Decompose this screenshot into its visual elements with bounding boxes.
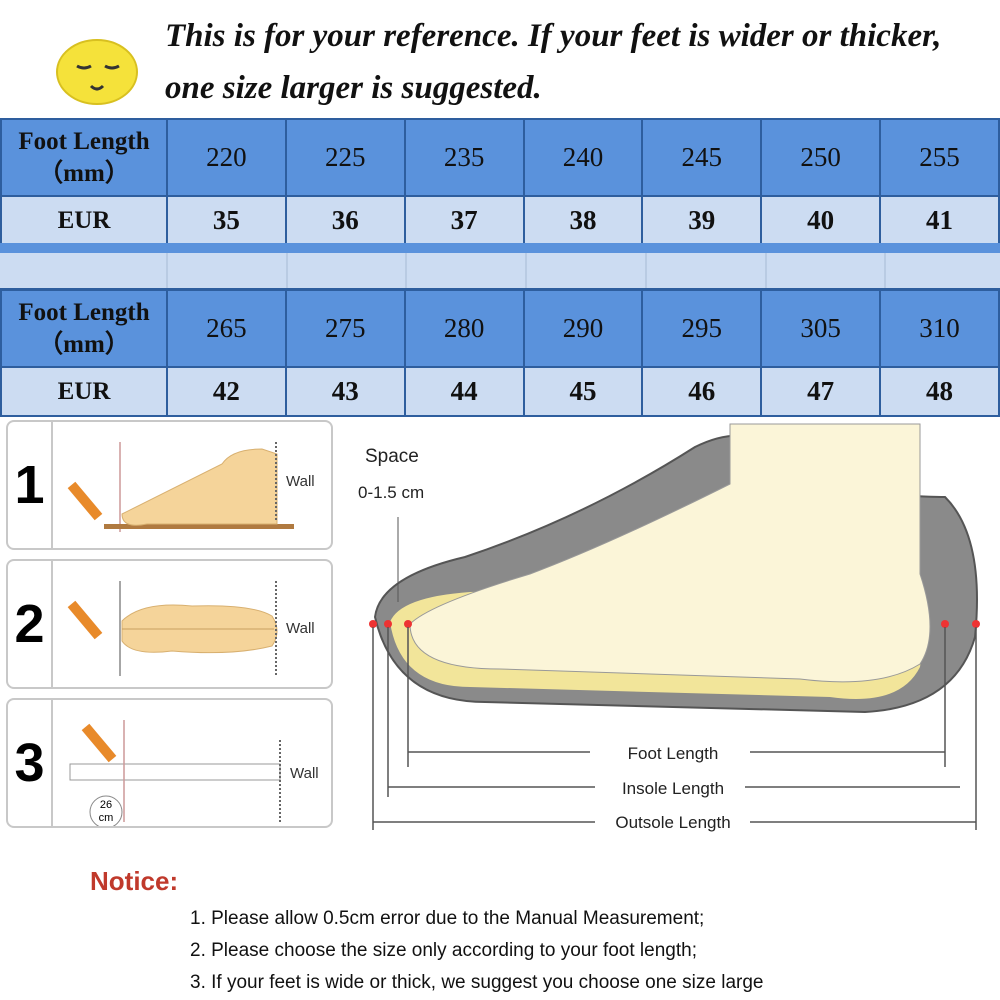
space-value: 0-1.5 cm [358,483,424,502]
length-cell: 290 [522,289,644,368]
eur-cell: 46 [641,366,763,417]
eur-cell: 36 [284,195,406,246]
notice-title: Notice: [90,866,179,896]
eur-cell: 48 [879,366,1000,417]
eur-cell: 44 [403,366,525,417]
shoe-measurement-diagram: Space 0-1.5 cm Foot Length Insole Length… [358,423,980,832]
length-cell: 240 [522,118,644,197]
eur-cell: 47 [760,366,882,417]
length-cell: 305 [760,289,882,368]
eur-cell: 45 [522,366,644,417]
foot-length-row: Foot Length （mm） 265 275 280 290 295 305 … [0,289,1000,368]
step-2-panel: 2 Wall [6,559,333,689]
eur-cell: 37 [403,195,525,246]
size-table-top: Foot Length （mm） 220 225 235 240 245 250 … [0,118,1000,246]
row-label: Foot Length （mm） [0,118,168,197]
step-3-panel: 3 26 cm Wall [6,698,333,828]
reference-note: This is for your reference. If your feet… [165,18,942,106]
eur-cell: 40 [760,195,882,246]
foot-length-label: Foot Length [628,744,719,763]
foot-top-measure-icon: Wall [67,581,315,676]
length-cell: 295 [641,289,763,368]
size-table-bottom: Foot Length （mm） 265 275 280 290 295 305 … [0,289,1000,417]
eur-cell: 39 [641,195,763,246]
eur-cell: 41 [879,195,1000,246]
row-label: EUR [0,366,168,417]
foot-length-row: Foot Length （mm） 220 225 235 240 245 250 … [0,118,1000,197]
eur-cell: 42 [166,366,287,417]
notice-item: 2. Please choose the size only according… [190,940,697,961]
length-cell: 250 [760,118,882,197]
space-label: Space [365,446,419,467]
step-number: 2 [8,561,53,687]
length-cell: 235 [403,118,525,197]
length-cell: 310 [879,289,1000,368]
eur-row: EUR 35 36 37 38 39 40 41 [0,195,1000,246]
eur-row: EUR 42 43 44 45 46 47 48 [0,366,1000,417]
length-cell: 275 [284,289,406,368]
insole-length-label: Insole Length [622,779,724,798]
length-cell: 280 [403,289,525,368]
wall-label: Wall [290,765,319,782]
notice-item: 1. Please allow 0.5cm error due to the M… [190,908,705,929]
length-cell: 255 [879,118,1000,197]
smiley-face-icon [56,39,138,105]
step-number: 1 [8,422,53,548]
eur-cell: 35 [166,195,287,246]
ruler-unit: cm [99,812,114,824]
step-1-panel: 1 Wall [6,420,333,550]
foot-side-measure-icon: Wall [67,442,315,532]
ruler-reading: 26 [100,799,112,811]
outsole-length-label: Outsole Length [615,813,730,832]
ruler-measure-icon: 26 cm Wall [69,720,319,826]
notice-item: 3. If your feet is wide or thick, we sug… [190,972,764,993]
table-separator [0,243,1000,290]
length-cell: 265 [166,289,287,368]
row-label: EUR [0,195,168,246]
length-cell: 225 [284,118,406,197]
eur-cell: 43 [284,366,406,417]
length-cell: 245 [641,118,763,197]
wall-label: Wall [286,473,315,490]
wall-label: Wall [286,620,315,637]
eur-cell: 38 [522,195,644,246]
step-number: 3 [8,700,53,826]
length-cell: 220 [166,118,287,197]
row-label: Foot Length （mm） [0,289,168,368]
